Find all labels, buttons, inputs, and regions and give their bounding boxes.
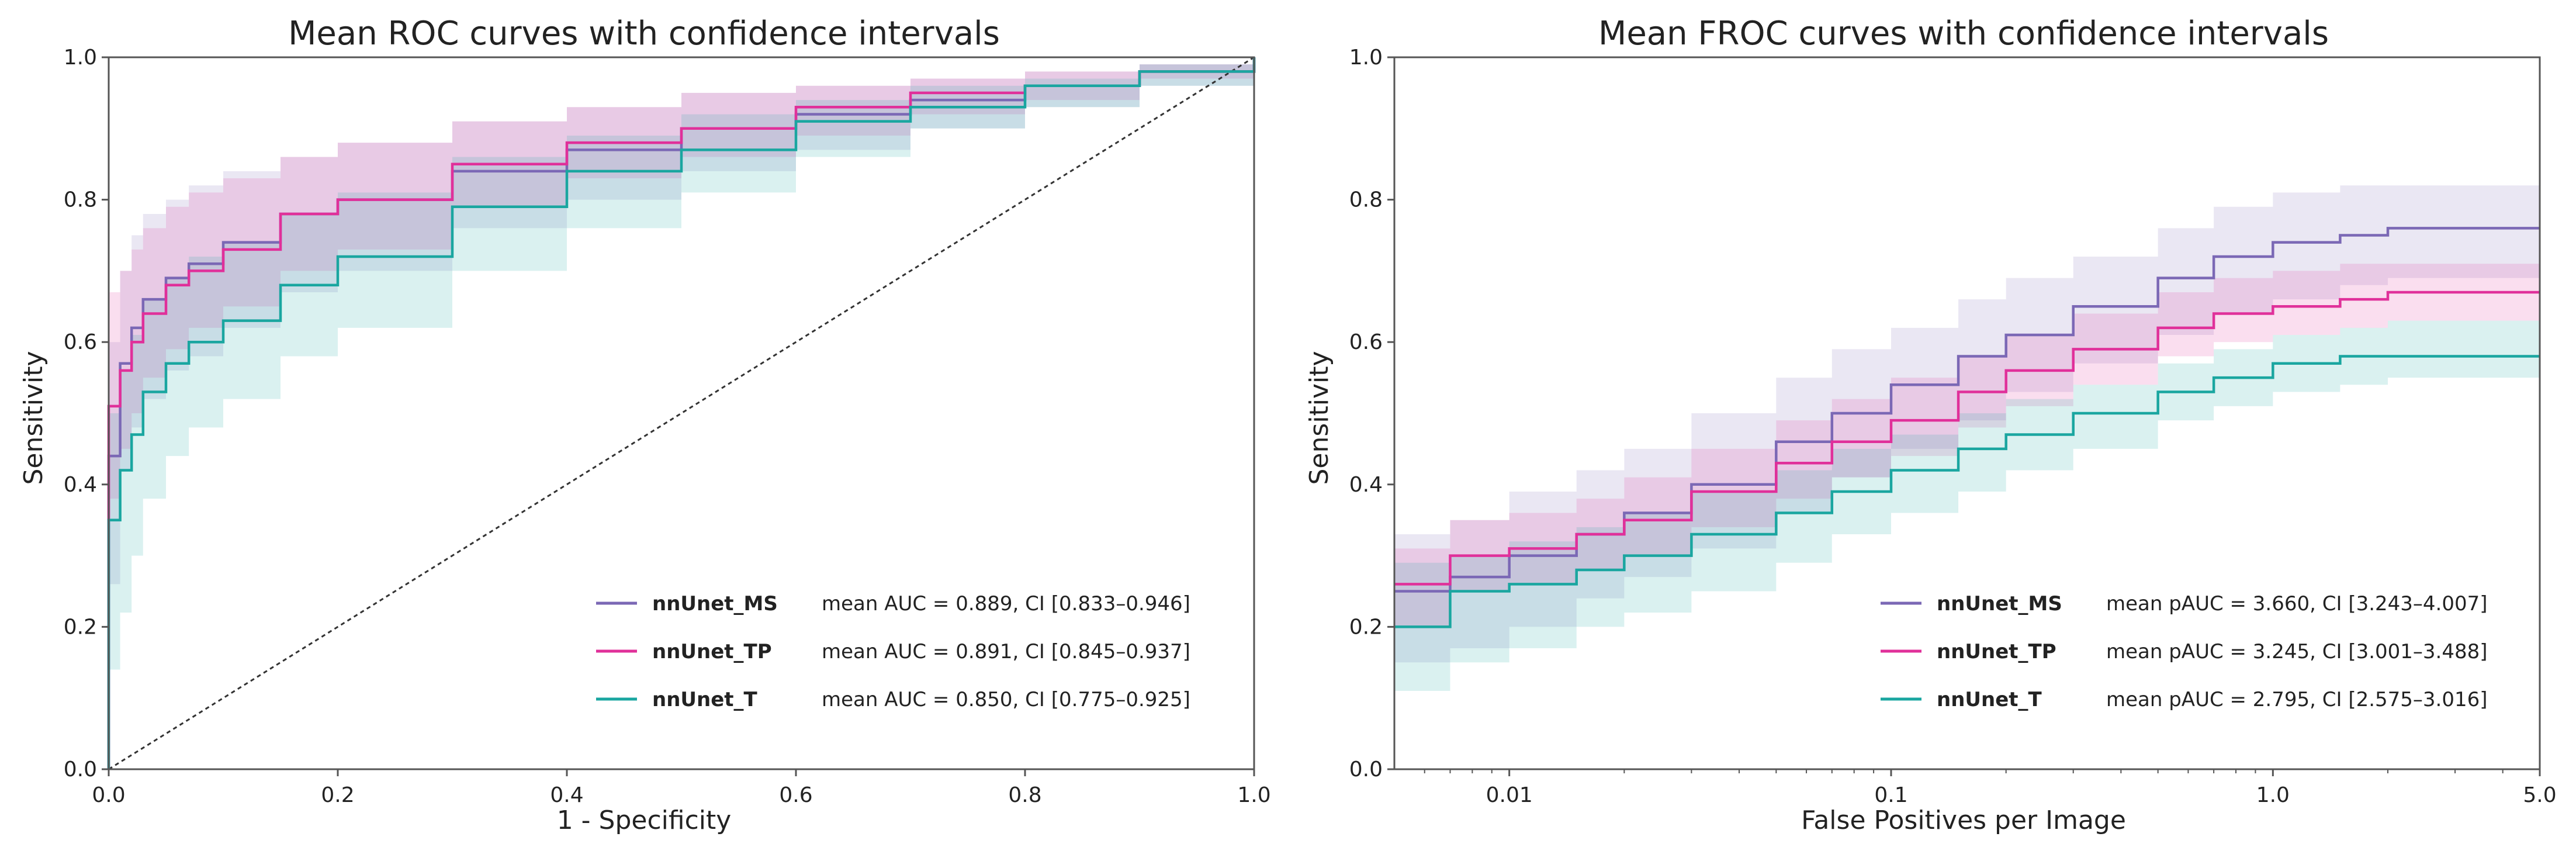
roc-chart-panel: Mean ROC curves with confidence interval… xyxy=(19,15,1271,835)
froc-curve-1 xyxy=(1394,291,2540,586)
roc-x-tick-label: 0.4 xyxy=(550,783,583,807)
roc-legend-stat-0: mean AUC = 0.889, CI [0.833–0.946] xyxy=(822,592,1190,616)
roc-legend-name-2: nnUnet_T xyxy=(652,688,758,711)
roc-curve-1 xyxy=(107,57,1256,769)
roc-y-tick-label: 0.6 xyxy=(64,330,97,354)
froc-legend-name-1: nnUnet_TP xyxy=(1937,640,2056,663)
froc-ci-band-1 xyxy=(1394,264,2540,627)
froc-x-axis-label: False Positives per Image xyxy=(1801,805,2126,835)
froc-plot-layer xyxy=(1394,185,2540,691)
froc-y-tick-label: 1.0 xyxy=(1349,46,1383,70)
roc-y-tick-label: 0.4 xyxy=(64,473,97,497)
froc-y-tick-label: 0.8 xyxy=(1349,188,1383,212)
roc-legend-name-1: nnUnet_TP xyxy=(652,640,772,663)
froc-chart-panel: Mean FROC curves with confidence interva… xyxy=(1304,15,2557,835)
froc-chart-title: Mean FROC curves with confidence interva… xyxy=(1598,15,2329,53)
froc-legend: nnUnet_MS mean pAUC = 3.660, CI [3.243–4.… xyxy=(1881,592,2488,711)
roc-y-axis-label: Sensitivity xyxy=(19,351,49,485)
froc-legend-name-2: nnUnet_T xyxy=(1937,688,2042,711)
froc-y-tick-label: 0.0 xyxy=(1349,758,1383,782)
froc-y-tick-label: 0.4 xyxy=(1349,473,1383,497)
froc-x-tick-label: 5.0 xyxy=(2523,783,2556,807)
roc-x-tick-label: 1.0 xyxy=(1237,783,1270,807)
froc-curve-2 xyxy=(1394,355,2540,628)
roc-x-tick-label: 0.2 xyxy=(321,783,354,807)
froc-y-tick-label: 0.6 xyxy=(1349,330,1383,354)
froc-legend-stat-1: mean pAUC = 3.245, CI [3.001–3.488] xyxy=(2106,640,2488,663)
roc-legend: nnUnet_MS mean AUC = 0.889, CI [0.833–0.9… xyxy=(596,592,1190,711)
roc-y-tick-label: 0.8 xyxy=(64,188,97,212)
froc-x-tick-label: 0.01 xyxy=(1486,783,1533,807)
roc-legend-name-0: nnUnet_MS xyxy=(652,592,778,616)
froc-legend-name-0: nnUnet_MS xyxy=(1937,592,2062,616)
froc-ci-band-0 xyxy=(1394,185,2540,663)
roc-ci-band-0 xyxy=(109,57,1254,769)
froc-axes-frame xyxy=(1393,56,2541,770)
roc-y-tick-label: 1.0 xyxy=(64,46,97,70)
roc-legend-stat-2: mean AUC = 0.850, CI [0.775–0.925] xyxy=(822,688,1190,711)
roc-plot-layer xyxy=(107,56,1256,770)
roc-x-tick-label: 0.0 xyxy=(92,783,125,807)
roc-x-axis-label: 1 - Specificity xyxy=(557,805,732,835)
roc-legend-stat-1: mean AUC = 0.891, CI [0.845–0.937] xyxy=(822,640,1190,663)
froc-ci-band-2 xyxy=(1394,320,2540,691)
roc-y-tick-label: 0.2 xyxy=(64,615,97,639)
froc-y-tick-label: 0.2 xyxy=(1349,615,1383,639)
roc-axes-frame xyxy=(108,56,1255,770)
froc-legend-stat-0: mean pAUC = 3.660, CI [3.243–4.007] xyxy=(2106,592,2488,616)
roc-x-tick-label: 0.8 xyxy=(1008,783,1041,807)
roc-x-tick-label: 0.6 xyxy=(779,783,812,807)
froc-legend-stat-2: mean pAUC = 2.795, CI [2.575–3.016] xyxy=(2106,688,2488,711)
roc-y-tick-label: 0.0 xyxy=(64,758,97,782)
froc-x-tick-label: 1.0 xyxy=(2256,783,2290,807)
roc-ci-band-1 xyxy=(109,57,1254,769)
roc-chart-title: Mean ROC curves with confidence interval… xyxy=(288,15,1000,53)
roc-ci-band-2 xyxy=(109,57,1254,769)
froc-y-axis-label: Sensitivity xyxy=(1304,351,1334,485)
froc-x-tick-label: 0.1 xyxy=(1874,783,1907,807)
roc-curve-2 xyxy=(107,57,1256,769)
